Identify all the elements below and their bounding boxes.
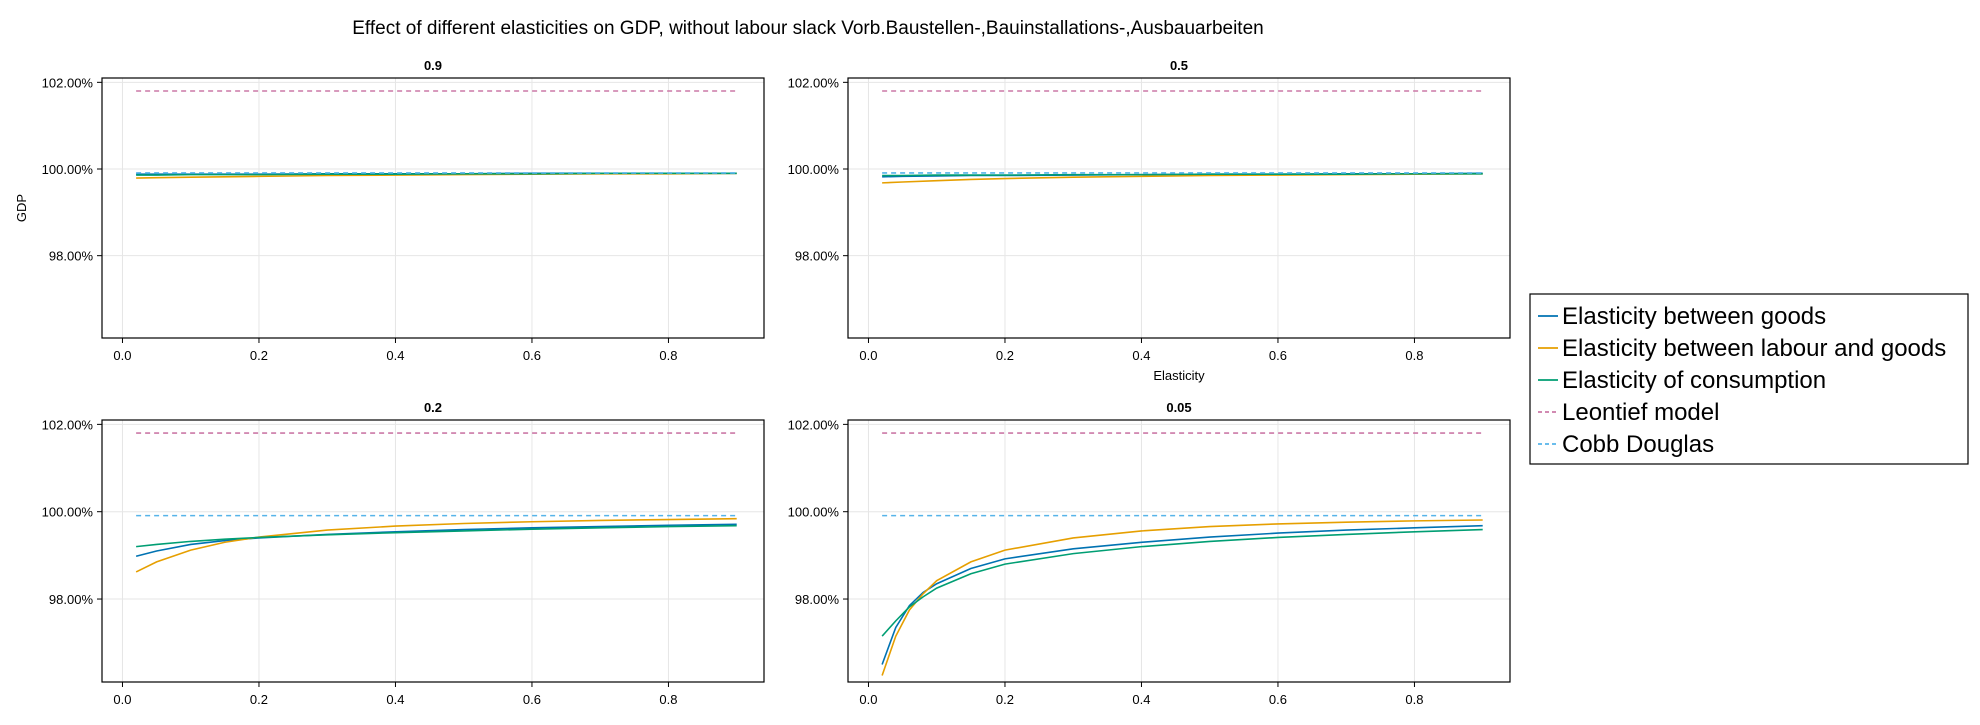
- x-tick-label: 0.0: [859, 348, 877, 363]
- series-line: [881, 528, 1483, 637]
- legend: Elasticity between goods Elasticity betwe…: [1529, 293, 1969, 465]
- series-line: [136, 524, 737, 548]
- chart-panel: 0.0 0.2 0.4 0.6 0.8 98.00% 100.00% 102.00% 0.05: [788, 400, 1511, 707]
- legend-label: Leontief model: [1562, 399, 1719, 426]
- y-tick-label: 98.00%: [49, 249, 94, 264]
- series-line: [135, 523, 737, 558]
- panel-title: 0.5: [1170, 58, 1188, 73]
- chart-panel: 0.0 0.2 0.4 0.6 0.8 98.00% 100.00% 102.00% 0.2: [42, 400, 765, 707]
- y-tick-label: 100.00%: [42, 505, 94, 520]
- legend-label: Elasticity between goods: [1562, 303, 1826, 330]
- legend-label: Cobb Douglas: [1562, 431, 1714, 458]
- y-tick-label: 98.00%: [49, 592, 94, 607]
- x-tick-label: 0.6: [523, 692, 541, 707]
- plot-frame: [101, 77, 765, 339]
- x-tick-label: 0.8: [659, 692, 677, 707]
- series-line: [881, 519, 1483, 676]
- plot-frame: [101, 419, 765, 683]
- chart-panel: 0.0 0.2 0.4 0.6 0.8 98.00% 100.00% 102.00% 0.9 GD…: [14, 58, 765, 363]
- x-tick-label: 0.0: [113, 692, 131, 707]
- panel-title: 0.2: [424, 400, 442, 415]
- y-tick-label: 100.00%: [788, 505, 840, 520]
- panel-title: 0.9: [424, 58, 442, 73]
- y-tick-label: 102.00%: [42, 417, 94, 432]
- x-tick-label: 0.2: [250, 348, 268, 363]
- x-tick-label: 0.6: [1269, 692, 1287, 707]
- x-tick-label: 0.8: [659, 348, 677, 363]
- x-tick-label: 0.4: [386, 692, 404, 707]
- x-tick-label: 0.8: [1405, 692, 1423, 707]
- chart-panel: 0.0 0.2 0.4 0.6 0.8 98.00% 100.00% 102.00% 0.5 El…: [788, 58, 1511, 383]
- y-tick-label: 100.00%: [42, 162, 94, 177]
- x-tick-label: 0.2: [996, 692, 1014, 707]
- legend-label: Elasticity of consumption: [1562, 367, 1826, 394]
- y-tick-label: 102.00%: [788, 417, 840, 432]
- x-tick-label: 0.2: [250, 692, 268, 707]
- x-tick-label: 0.8: [1405, 348, 1423, 363]
- legend-box: [1529, 293, 1969, 465]
- y-tick-label: 98.00%: [795, 249, 840, 264]
- x-axis-label: Elasticity: [1153, 368, 1205, 383]
- x-tick-label: 0.2: [996, 348, 1014, 363]
- plot-frame: [847, 77, 1511, 339]
- series-line: [136, 172, 737, 176]
- y-tick-label: 98.00%: [795, 592, 840, 607]
- y-axis-label: GDP: [14, 194, 29, 222]
- y-tick-label: 102.00%: [788, 75, 840, 90]
- series-line: [882, 172, 1483, 177]
- x-tick-label: 0.6: [523, 348, 541, 363]
- x-tick-label: 0.6: [1269, 348, 1287, 363]
- x-tick-label: 0.4: [386, 348, 404, 363]
- panel-title: 0.05: [1166, 400, 1191, 415]
- panels: 0.0 0.2 0.4 0.6 0.8 98.00% 100.00% 102.00% 0.9 GD…: [14, 58, 1511, 707]
- x-tick-label: 0.0: [859, 692, 877, 707]
- x-tick-label: 0.4: [1132, 692, 1150, 707]
- plot-frame: [847, 419, 1511, 683]
- y-tick-label: 102.00%: [42, 75, 94, 90]
- x-tick-label: 0.0: [113, 348, 131, 363]
- legend-label: Elasticity between labour and goods: [1562, 335, 1946, 362]
- series-line: [881, 524, 1483, 665]
- figure-title: Effect of different elasticities on GDP,…: [352, 18, 1263, 39]
- y-tick-label: 100.00%: [788, 162, 840, 177]
- x-tick-label: 0.4: [1132, 348, 1150, 363]
- series-line: [135, 517, 737, 573]
